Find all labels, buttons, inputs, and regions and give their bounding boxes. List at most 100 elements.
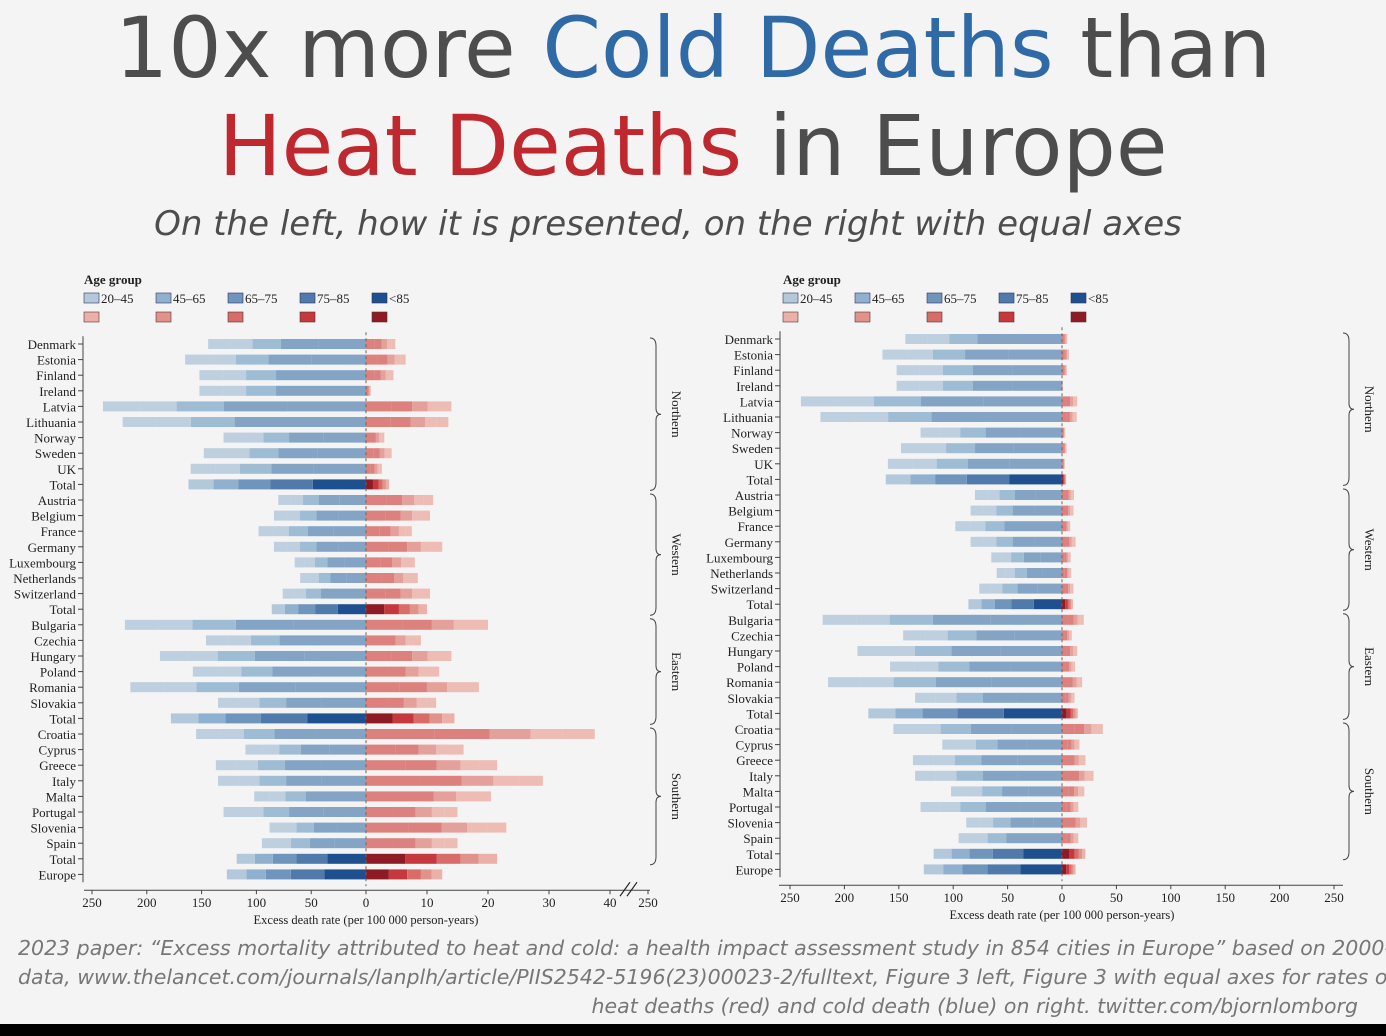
heat-bar-segment	[1082, 848, 1086, 859]
legend-swatch-cold	[155, 292, 172, 304]
cold-bar-segment	[333, 526, 366, 537]
cold-bar-segment	[938, 661, 970, 672]
heat-bar-segment	[1062, 552, 1065, 563]
heat-bar-segment	[1062, 599, 1066, 610]
cold-bar-segment	[1042, 568, 1062, 578]
cold-bar-segment	[190, 463, 216, 474]
cold-bar-segment	[263, 432, 290, 443]
region-brace	[1342, 613, 1355, 720]
cold-bar-segment	[284, 604, 299, 615]
heat-bar-segment	[427, 651, 440, 661]
heat-bar-segment	[436, 417, 449, 427]
row-label: Germany	[725, 535, 774, 550]
heat-bar-segment	[436, 853, 461, 864]
heat-bar-segment	[385, 479, 390, 490]
heat-bar-segment	[1084, 770, 1090, 781]
row-label: Hungary	[728, 644, 774, 659]
cold-bar-segment	[252, 339, 281, 349]
heat-bar-segment	[431, 869, 443, 880]
heat-bar-segment	[370, 463, 375, 474]
row-label: UK	[57, 462, 76, 477]
cold-bar-segment	[315, 604, 338, 615]
cold-bar-segment	[313, 463, 366, 474]
heat-bar-segment	[1071, 692, 1073, 703]
cold-bar-segment	[970, 536, 984, 547]
row-label: Croatia	[38, 727, 76, 742]
heat-bar-segment	[387, 339, 392, 349]
x-tick-label: 250	[780, 890, 800, 905]
cold-bar-segment	[278, 495, 291, 505]
cold-bar-segment	[257, 760, 285, 771]
cold-bar-segment	[1019, 427, 1062, 438]
x-tick-label: 0	[1059, 890, 1066, 905]
cold-bar-segment	[985, 427, 1020, 438]
cold-bar-segment	[276, 370, 317, 381]
region-brace	[1342, 332, 1355, 486]
cold-bar-segment	[317, 448, 366, 459]
cold-bar-segment	[213, 479, 239, 490]
cold-bar-segment	[337, 822, 366, 833]
heat-bar-segment	[431, 807, 445, 817]
heat-bar-segment	[388, 448, 392, 459]
row-label: Latvia	[43, 399, 76, 414]
heat-bar-segment	[403, 697, 417, 708]
heat-bar-segment	[414, 495, 424, 505]
heat-bar-segment	[1065, 474, 1067, 485]
heat-bar-segment	[1062, 630, 1065, 641]
cold-bar-segment	[1001, 552, 1012, 563]
cold-bar-segment	[338, 541, 366, 552]
heat-bar-segment	[409, 604, 419, 615]
cold-bar-segment	[300, 573, 310, 583]
cold-bar-segment	[935, 474, 967, 485]
cold-bar-segment	[235, 354, 269, 365]
title-heat-deaths: Heat Deaths	[218, 97, 743, 195]
cold-bar-segment	[1023, 848, 1062, 859]
cold-bar-segment	[223, 432, 244, 443]
cold-bar-segment	[295, 682, 366, 693]
heat-bar-segment	[366, 557, 381, 568]
heat-bar-segment	[366, 417, 391, 427]
heat-bar-segment	[386, 495, 403, 505]
cold-bar-segment	[940, 802, 961, 812]
title-line-1: 10x more Cold Deaths than	[0, 6, 1386, 90]
legend-label: 45–65	[872, 291, 905, 306]
heat-bar-segment	[369, 385, 371, 396]
heat-bar-segment	[393, 838, 416, 849]
legend-swatch-cold	[998, 292, 1015, 304]
heat-bar-segment	[1070, 396, 1073, 407]
heat-bar-segment	[1071, 583, 1074, 594]
cold-bar-segment	[974, 490, 988, 500]
heat-bar-segment	[1078, 755, 1083, 766]
heat-bar-segment	[366, 510, 386, 521]
heat-bar-segment	[379, 463, 382, 474]
heat-bar-segment	[385, 588, 401, 599]
cold-bar-segment	[1017, 583, 1038, 594]
heat-bar-segment	[420, 541, 432, 552]
cold-bar-segment	[887, 458, 913, 469]
heat-bar-segment	[384, 448, 389, 459]
heat-bar-segment	[1068, 583, 1071, 594]
heat-bar-segment	[366, 744, 396, 755]
cold-bar-segment	[989, 412, 1062, 422]
legend-swatch-cold	[854, 292, 871, 304]
heat-bar-segment	[1072, 412, 1075, 422]
heat-bar-segment	[400, 588, 413, 599]
cold-bar-segment	[309, 838, 335, 849]
row-label: Czechia	[34, 633, 76, 648]
heat-bar-segment	[1068, 786, 1075, 797]
cold-bar-segment	[985, 802, 1020, 812]
cold-bar-segment	[315, 729, 366, 739]
cold-bar-segment	[951, 786, 967, 797]
cold-bar-segment	[337, 604, 366, 615]
cold-bar-segment	[969, 848, 993, 859]
cold-bar-segment	[933, 755, 955, 766]
heat-bar-segment	[1076, 833, 1079, 844]
cold-bar-segment	[960, 427, 986, 438]
cold-bar-segment	[246, 370, 277, 381]
heat-bar-segment	[1064, 474, 1066, 485]
cold-bar-segment	[976, 630, 1015, 641]
cold-bar-segment	[973, 833, 988, 844]
x-tick-label: 200	[137, 895, 157, 910]
row-label: Total	[49, 602, 76, 617]
heat-bar-segment	[1063, 334, 1065, 344]
